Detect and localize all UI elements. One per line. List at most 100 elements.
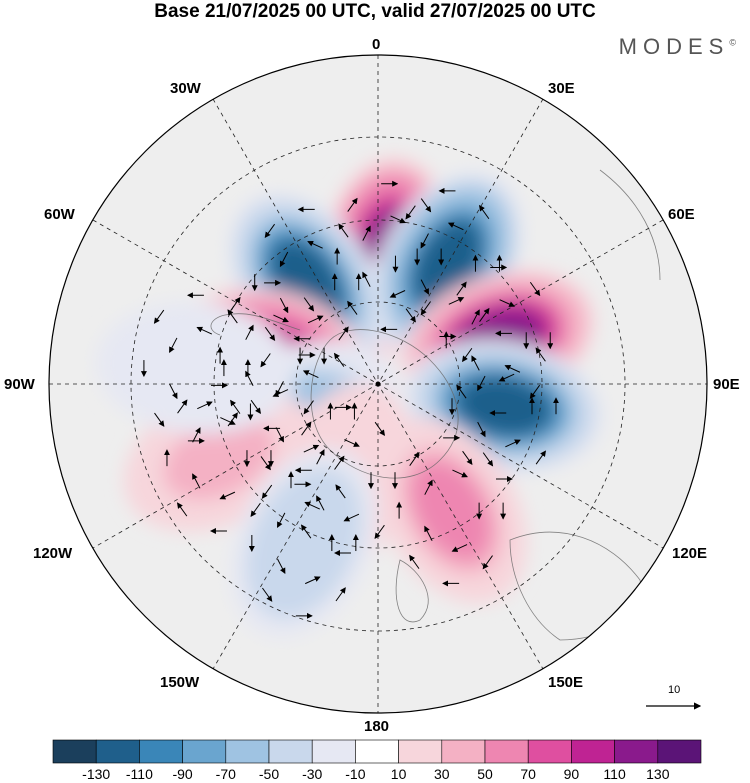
wind-vector xyxy=(456,281,467,296)
brand-mark: © xyxy=(729,37,736,48)
wind-vector xyxy=(478,204,490,220)
wind-vector xyxy=(192,473,201,489)
wind-vector xyxy=(420,198,432,213)
colorbar-label-1: -110 xyxy=(125,766,153,782)
wind-vector xyxy=(335,587,346,602)
wind-vector xyxy=(275,427,284,443)
colorbar-swatch-9 xyxy=(441,739,486,764)
map-boundary xyxy=(48,54,708,714)
colorbar-label-6: -10 xyxy=(345,766,366,782)
wind-vector xyxy=(347,300,358,315)
wind-vector xyxy=(420,233,429,249)
colorbar-label-10: 70 xyxy=(520,766,536,782)
colorbar-label-13: 130 xyxy=(646,766,670,782)
wind-vector xyxy=(303,297,315,312)
wind-vector xyxy=(277,512,286,528)
wind-vector xyxy=(535,347,546,362)
wind-vector xyxy=(279,297,289,314)
lon-label-30e: 30E xyxy=(548,80,575,97)
colorbar-label-8: 30 xyxy=(434,766,450,782)
colorbar-swatch-4 xyxy=(225,739,270,764)
wind-vector xyxy=(333,352,345,367)
wind-vector xyxy=(448,297,465,305)
wind-vector xyxy=(451,544,468,552)
colorbar-swatch-1 xyxy=(95,739,140,764)
wind-vector xyxy=(347,197,358,212)
wind-vector xyxy=(343,513,360,522)
wind-vector xyxy=(196,326,213,335)
wind-vector xyxy=(264,223,275,239)
wind-vector xyxy=(302,370,319,378)
anomaly-shading xyxy=(96,156,604,638)
wind-vector xyxy=(262,587,273,602)
map-title: Base 21/07/2025 00 UTC, valid 27/07/2025… xyxy=(154,1,596,22)
wind-vector xyxy=(529,281,541,297)
wind-vector xyxy=(260,456,271,471)
wind-vector xyxy=(504,364,521,373)
wind-vector xyxy=(462,450,473,466)
modes-logo: MODES© xyxy=(619,34,736,60)
lon-label-120w: 120W xyxy=(33,545,73,562)
wind-vector xyxy=(153,309,165,324)
colorbar-label-12: 110 xyxy=(603,766,626,782)
wind-vector xyxy=(316,495,325,511)
wind-vector xyxy=(471,309,480,325)
wind-vector xyxy=(482,555,493,570)
colorbar xyxy=(52,739,702,764)
colorbar-swatch-11 xyxy=(527,739,572,764)
wind-vector xyxy=(424,525,433,542)
wind-vector xyxy=(227,412,238,427)
lon-label-90e: 90E xyxy=(713,376,740,393)
wind-vector xyxy=(456,384,467,399)
wind-vector xyxy=(154,412,165,427)
wind-vector xyxy=(273,314,289,323)
wind-vector xyxy=(362,225,371,241)
colorbar-swatch-6 xyxy=(311,739,356,764)
wind-vector xyxy=(529,384,541,400)
wind-vector xyxy=(374,421,385,437)
wind-vector xyxy=(420,301,431,316)
lon-label-120e: 120E xyxy=(672,545,708,562)
wind-vector xyxy=(169,383,178,400)
wind-vector xyxy=(505,439,521,448)
wind-vector xyxy=(535,450,547,465)
wind-vector xyxy=(409,451,420,466)
wind-vector xyxy=(260,353,271,368)
wind-vector xyxy=(374,524,385,539)
wind-vector xyxy=(409,554,420,569)
colorbar-swatch-12 xyxy=(571,739,615,764)
colorbar-swatch-3 xyxy=(182,739,227,764)
wind-vector xyxy=(405,205,416,220)
anomaly-center-11-ring-1 xyxy=(127,323,265,413)
wind-vector xyxy=(279,251,289,268)
wind-vector xyxy=(334,455,345,470)
brand-text: MODES xyxy=(618,34,730,59)
wind-vector xyxy=(261,484,273,499)
wind-streamlines xyxy=(140,180,560,619)
wind-vector xyxy=(390,215,406,224)
colorbar-swatch-2 xyxy=(139,739,183,764)
reference-vector-label: 10 xyxy=(668,684,681,696)
lon-label-180: 180 xyxy=(364,718,390,735)
wind-vector xyxy=(307,315,324,324)
colorbar-label-0: -130 xyxy=(82,766,111,782)
wind-vector xyxy=(169,337,178,354)
wind-vector xyxy=(220,417,236,425)
wind-vector xyxy=(177,399,188,414)
wind-vector xyxy=(499,299,516,307)
wind-vector xyxy=(344,439,360,447)
south-pole-marker xyxy=(375,381,381,387)
wind-vector xyxy=(230,296,241,311)
wind-vector xyxy=(462,347,473,363)
colorbar-swatch-0 xyxy=(52,739,97,764)
wind-vector xyxy=(405,308,416,323)
wind-vector xyxy=(389,290,406,298)
lon-label-150e: 150E xyxy=(548,674,584,691)
lon-label-60w: 60W xyxy=(44,206,75,223)
wind-vector xyxy=(250,502,261,517)
colorbar-label-11: 90 xyxy=(563,766,580,782)
colorbar-label-2: -90 xyxy=(172,766,193,782)
colorbar-swatch-14 xyxy=(657,739,702,764)
anomaly-center-3-ring-1 xyxy=(457,377,551,436)
